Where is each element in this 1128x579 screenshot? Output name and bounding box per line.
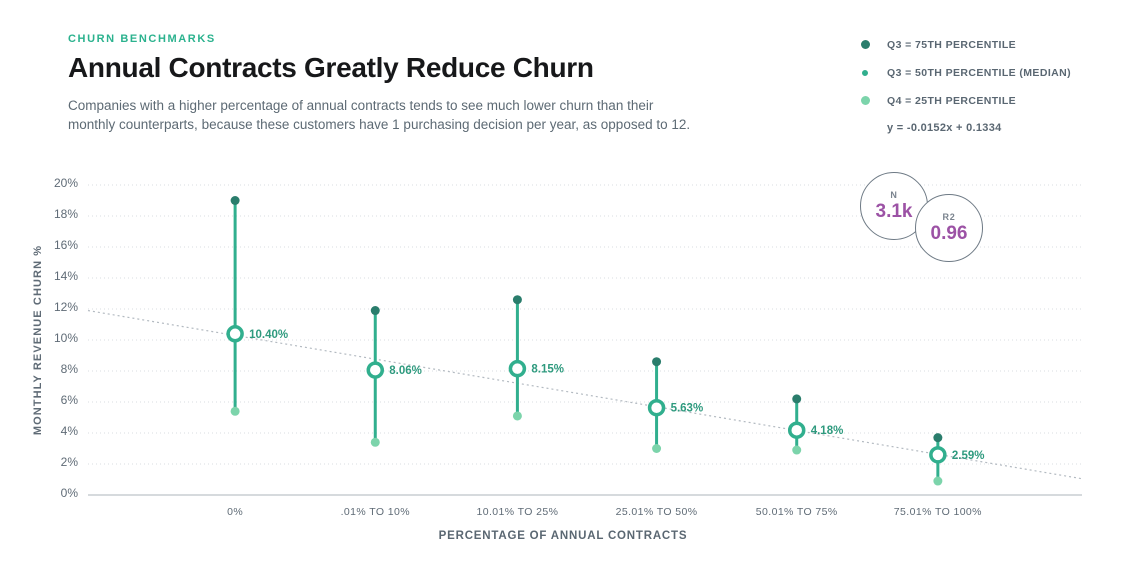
sample-size-badge: N 3.1k <box>860 172 928 240</box>
p25-dot <box>512 411 522 421</box>
x-tick-label: 25.01% TO 50% <box>615 506 698 518</box>
report-kicker: CHURN BENCHMARKS <box>68 33 216 45</box>
y-tick-label: 20% <box>53 176 78 190</box>
p75-dot <box>512 295 522 305</box>
median-value-label: 8.06% <box>389 365 422 377</box>
x-tick-label: 0% <box>227 506 244 518</box>
legend-item-label: Q4 = 25TH PERCENTILE <box>887 94 1017 107</box>
p25-dot <box>792 445 802 455</box>
p75-dot <box>230 196 240 205</box>
p25-dot <box>230 406 240 416</box>
y-tick-label: 2% <box>60 455 78 469</box>
median-value-label: 2.59% <box>952 450 985 462</box>
median-value-label: 4.18% <box>811 425 844 437</box>
y-axis-title: MONTHLY REVENUE CHURN % <box>32 244 44 436</box>
median-marker <box>366 361 385 379</box>
x-tick-label: 50.01% TO 75% <box>755 506 838 518</box>
legend-item: Q3 = 75TH PERCENTILE <box>858 38 1071 51</box>
median-marker <box>508 359 527 378</box>
legend-item-label: Q3 = 75TH PERCENTILE <box>887 38 1017 51</box>
r-squared-value: 0.96 <box>930 222 968 244</box>
r-squared-badge: R2 0.96 <box>915 194 983 262</box>
p25-dot <box>370 437 380 447</box>
p25-dot <box>652 444 662 453</box>
median-marker <box>787 421 806 439</box>
p75-dot <box>652 357 662 367</box>
r-squared-label: R2 <box>942 211 956 222</box>
median-marker <box>929 446 947 464</box>
p25-dot <box>933 476 943 486</box>
legend-item: Q4 = 25TH PERCENTILE <box>858 94 1071 107</box>
x-tick-label: 10.01% TO 25% <box>476 506 559 518</box>
sample-size-value: 3.1k <box>875 200 913 222</box>
median-value-label: 10.40% <box>249 329 288 341</box>
p75-dot <box>792 394 802 404</box>
median-value-label: 8.15% <box>531 364 564 376</box>
y-tick-label: 18% <box>53 207 78 221</box>
page-title: Annual Contracts Greatly Reduce Churn <box>68 52 594 83</box>
trend-line <box>87 309 1083 480</box>
median-marker <box>647 398 666 417</box>
median-value-label: 5.63% <box>671 403 704 415</box>
x-tick-label: .01% TO 10% <box>340 506 410 518</box>
x-tick-label: 75.01% TO 100% <box>893 506 982 518</box>
y-tick-label: 0% <box>60 486 78 500</box>
p75-dot <box>933 433 943 443</box>
legend-item: Q3 = 50TH PERCENTILE (MEDIAN) <box>858 66 1071 79</box>
p75-dot <box>370 306 380 316</box>
legend-dot-icon <box>858 40 872 49</box>
sample-size-label: N <box>890 189 898 200</box>
page-subtitle: Companies with a higher percentage of an… <box>68 98 691 133</box>
chart-legend: Q3 = 75TH PERCENTILE Q3 = 50TH PERCENTILE… <box>858 38 1071 122</box>
median-marker <box>226 325 244 343</box>
legend-ring-icon <box>858 69 872 76</box>
x-axis-title: PERCENTAGE OF ANNUAL CONTRACTS <box>438 530 688 542</box>
legend-dot-icon <box>858 96 872 105</box>
trend-equation-label: y = -0.0152x + 0.1334 <box>887 122 1002 134</box>
legend-item-label: Q3 = 50TH PERCENTILE (MEDIAN) <box>887 66 1071 79</box>
